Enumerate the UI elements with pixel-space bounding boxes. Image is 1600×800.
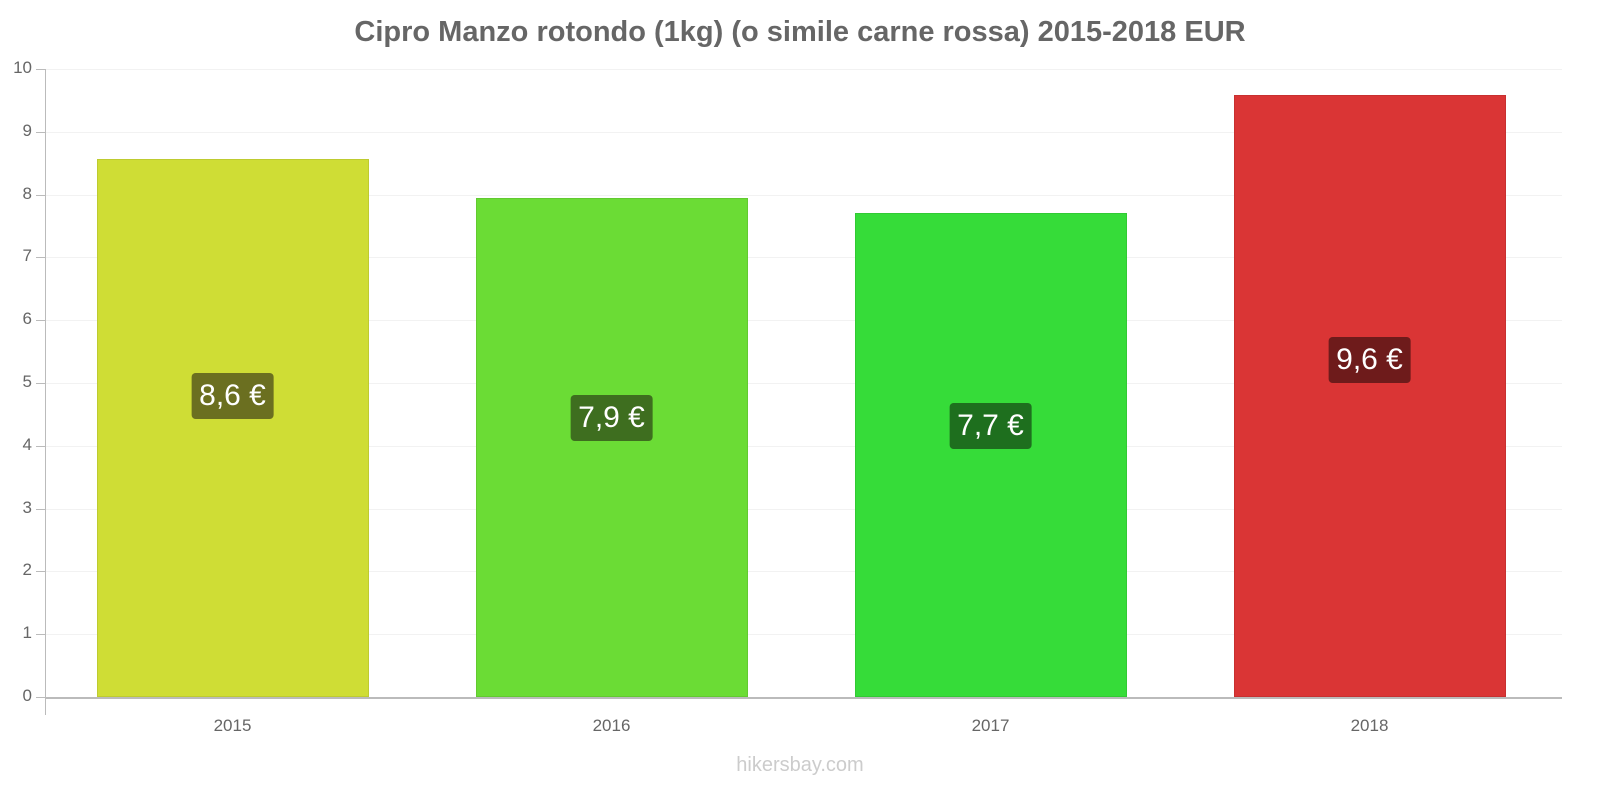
y-tick-mark xyxy=(36,446,46,447)
chart-title: Cipro Manzo rotondo (1kg) (o simile carn… xyxy=(354,16,1246,48)
gridline xyxy=(46,195,1562,196)
gridline xyxy=(46,446,1562,447)
y-tick-label: 10 xyxy=(13,58,32,77)
y-tick-mark xyxy=(36,697,46,698)
gridline xyxy=(46,69,1562,70)
y-tick-label: 3 xyxy=(22,498,32,517)
y-tick-label: 8 xyxy=(22,184,32,203)
y-tick-mark xyxy=(36,571,46,572)
y-tick-label: 9 xyxy=(22,121,32,140)
gridline xyxy=(46,132,1562,133)
x-tick-label: 2018 xyxy=(1350,716,1389,735)
y-tick-mark xyxy=(36,383,46,384)
y-tick-mark xyxy=(36,257,46,258)
bar-2016 xyxy=(475,198,748,697)
x-tick-label: 2016 xyxy=(592,716,631,735)
y-tick-label: 2 xyxy=(22,560,32,579)
y-tick-label: 4 xyxy=(22,435,32,454)
y-tick-mark xyxy=(36,69,46,70)
gridline xyxy=(46,634,1562,635)
y-tick-mark xyxy=(36,634,46,635)
y-tick-label: 0 xyxy=(22,686,32,705)
watermark: hikersbay.com xyxy=(736,754,864,776)
y-tick-label: 6 xyxy=(22,309,32,328)
x-tick-label: 2015 xyxy=(213,716,252,735)
y-tick-mark xyxy=(36,132,46,133)
x-tick-label: 2017 xyxy=(971,716,1010,735)
gridline xyxy=(46,257,1562,258)
y-tick-mark xyxy=(36,195,46,196)
bar-value-label: 7,7 € xyxy=(949,402,1032,449)
y-tick-label: 5 xyxy=(22,372,32,391)
bar-value-label: 9,6 € xyxy=(1328,336,1411,383)
x-axis-line xyxy=(46,697,1562,699)
y-tick-mark xyxy=(36,320,46,321)
gridline xyxy=(46,509,1562,510)
bar-value-label: 7,9 € xyxy=(570,394,653,441)
bar-2017 xyxy=(854,212,1127,697)
y-tick-label: 7 xyxy=(22,246,32,265)
y-tick-mark xyxy=(36,509,46,510)
gridline xyxy=(46,383,1562,384)
bar-value-label: 8,6 € xyxy=(191,372,274,419)
bar-2018 xyxy=(1233,94,1506,697)
gridline xyxy=(46,571,1562,572)
y-tick-label: 1 xyxy=(22,623,32,642)
y-axis-line xyxy=(45,69,46,715)
bar-2015 xyxy=(96,158,369,697)
gridline xyxy=(46,320,1562,321)
